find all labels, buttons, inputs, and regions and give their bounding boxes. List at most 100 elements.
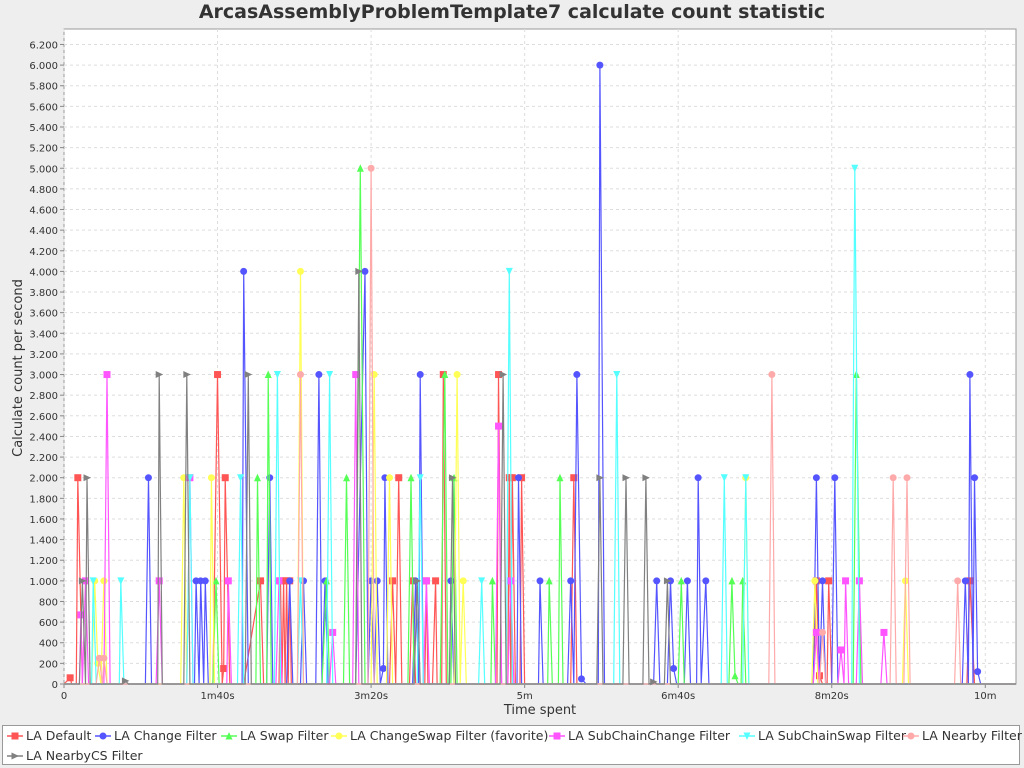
- y-tick-label: 800: [39, 597, 58, 608]
- data-point: [596, 61, 604, 69]
- y-tick-label: 0: [52, 680, 58, 691]
- y-tick-label: 1.600: [29, 515, 58, 526]
- data-point: [855, 577, 863, 585]
- data-point: [642, 474, 650, 482]
- data-point: [974, 668, 982, 676]
- data-point: [720, 474, 728, 482]
- legend-marker-shape: [553, 732, 561, 739]
- data-point: [573, 371, 581, 379]
- y-tick-label: 2.600: [29, 412, 58, 423]
- data-point: [361, 267, 369, 275]
- data-point: [352, 371, 360, 379]
- data-point: [556, 473, 564, 482]
- data-point: [837, 646, 845, 654]
- data-point: [545, 576, 553, 585]
- y-tick-label: 4.400: [29, 226, 58, 237]
- data-point: [478, 577, 486, 585]
- plot-background: [63, 28, 1017, 685]
- data-point: [367, 577, 375, 585]
- data-point: [367, 164, 375, 172]
- data-point: [253, 473, 261, 482]
- data-point: [954, 577, 962, 585]
- data-point: [355, 267, 363, 275]
- data-point: [811, 577, 819, 585]
- legend-label: LA Nearby Filter: [922, 728, 1022, 743]
- data-point: [677, 576, 685, 585]
- y-tick-label: 1.000: [29, 577, 58, 588]
- y-tick-label: 4.000: [29, 267, 58, 278]
- data-point: [505, 267, 513, 276]
- legend-label: LA Change Filter: [114, 728, 217, 743]
- data-point: [441, 370, 449, 379]
- data-point: [812, 474, 820, 482]
- legend-marker-shape: [225, 731, 233, 739]
- y-tick-label: 3.600: [29, 309, 58, 320]
- y-tick-label: 600: [39, 618, 58, 629]
- data-point: [596, 474, 604, 482]
- legend-item: LA Swap Filter: [221, 728, 328, 743]
- data-point: [273, 371, 281, 379]
- data-point: [622, 474, 630, 482]
- data-point: [74, 474, 82, 482]
- data-point: [286, 577, 294, 585]
- data-point: [702, 577, 710, 585]
- data-point: [570, 474, 578, 482]
- legend-label: LA ChangeSwap Filter (favorite): [350, 728, 549, 743]
- y-tick-label: 5.000: [29, 164, 58, 175]
- y-tick-label: 5.600: [29, 102, 58, 113]
- data-point: [356, 164, 364, 172]
- data-point: [416, 371, 424, 379]
- series-line: [64, 168, 1016, 685]
- y-tick-label: 5.200: [29, 144, 58, 155]
- x-tick-label: 5m: [517, 691, 533, 702]
- data-point: [653, 577, 661, 585]
- data-point: [508, 474, 516, 482]
- legend-item: LA Change Filter: [95, 728, 217, 743]
- legend-item: LA Default: [7, 728, 91, 743]
- data-point: [495, 371, 503, 379]
- data-point: [903, 474, 911, 482]
- legend-label: LA NearbyCS Filter: [26, 748, 143, 763]
- data-point: [207, 474, 215, 482]
- legend: LA Default LA Change Filter LA Swap Filter…: [2, 725, 1022, 765]
- data-point: [819, 577, 827, 585]
- y-tick-label: 2.400: [29, 432, 58, 443]
- data-point: [731, 671, 739, 680]
- y-axis-label: Calculate count per second: [11, 279, 26, 457]
- legend-item: LA SubChainChange Filter: [549, 728, 730, 743]
- y-tick-label: 6.200: [29, 40, 58, 51]
- data-point: [416, 474, 424, 482]
- legend-marker: [7, 752, 23, 759]
- data-point: [694, 474, 702, 482]
- data-point: [296, 371, 304, 379]
- data-point: [742, 474, 750, 482]
- y-tick-label: 5.800: [29, 82, 58, 93]
- legend-marker: [331, 732, 347, 739]
- data-point: [515, 474, 523, 482]
- data-point: [264, 370, 272, 379]
- y-tick-label: 1.200: [29, 556, 58, 567]
- y-tick-label: 6.000: [29, 61, 58, 72]
- data-point: [768, 371, 776, 379]
- data-point: [536, 577, 544, 585]
- data-point: [214, 371, 222, 379]
- data-point: [966, 371, 974, 379]
- legend-marker: [903, 732, 919, 739]
- data-point: [459, 577, 467, 585]
- data-point: [880, 628, 888, 636]
- data-point: [100, 577, 108, 585]
- data-point: [413, 577, 422, 585]
- legend-marker: [95, 732, 111, 739]
- y-tick-label: 5.400: [29, 123, 58, 134]
- data-point: [183, 371, 191, 379]
- chart-svg: 0 200 400 600 800 1.000 1.200 1.400 1.600 1.800 2.…: [11, 28, 1017, 718]
- data-point: [100, 654, 108, 662]
- data-point: [851, 164, 859, 173]
- data-point: [961, 577, 969, 585]
- data-point: [819, 628, 827, 636]
- data-point: [212, 576, 220, 585]
- legend-marker-shape: [11, 752, 19, 759]
- x-axis-label: Time spent: [503, 703, 576, 718]
- data-point: [889, 474, 897, 482]
- y-tick-label: 3.200: [29, 350, 58, 361]
